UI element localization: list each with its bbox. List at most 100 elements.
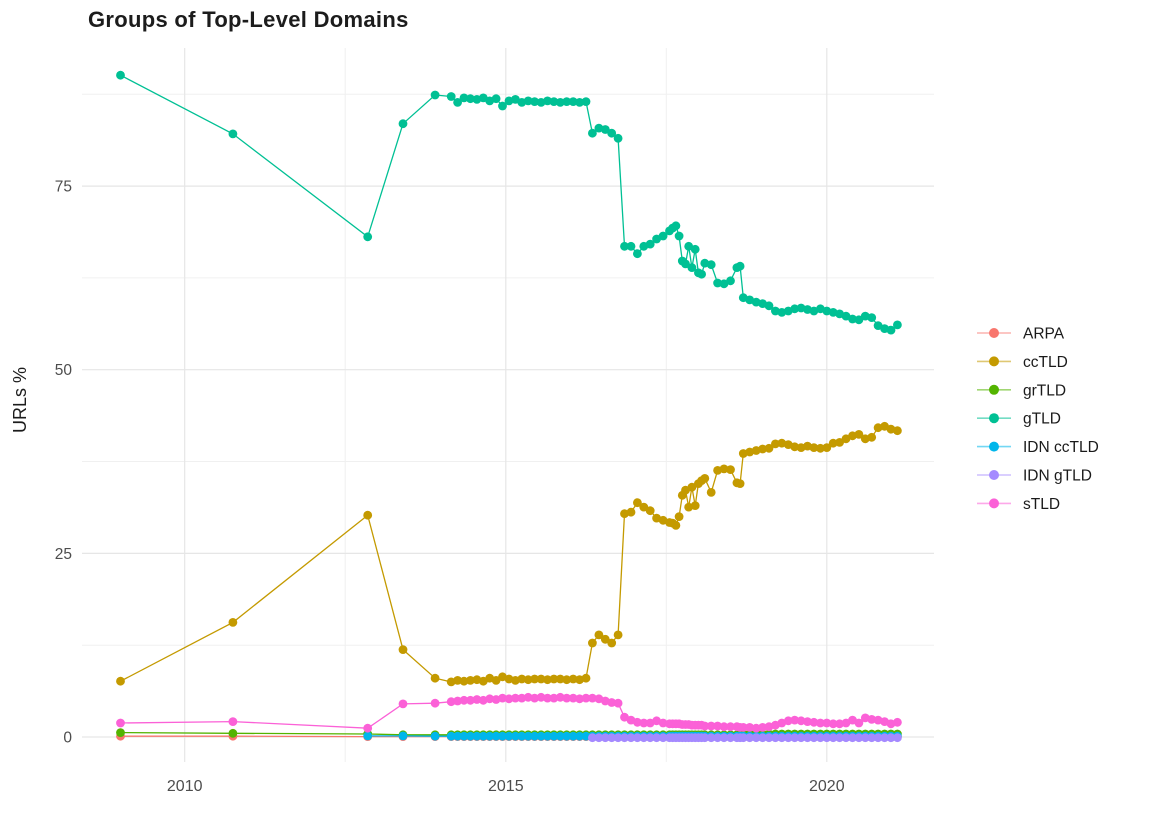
data-point-stld [430, 698, 440, 708]
data-point-idn-cctld [543, 731, 552, 741]
data-point-stld [700, 721, 710, 731]
data-point-cctld [517, 674, 527, 684]
data-point-stld [568, 693, 578, 703]
data-point-cctld [893, 426, 902, 436]
data-point-gtld [674, 231, 684, 241]
data-point-cctld [854, 430, 864, 439]
data-point-idn-cctld [504, 731, 514, 741]
data-point-stld [835, 719, 844, 729]
data-point-cctld [822, 443, 832, 452]
data-point-cctld [600, 634, 610, 644]
data-point-stld [822, 718, 832, 728]
data-point-stld [738, 723, 748, 732]
data-point-cctld [363, 510, 373, 520]
data-point-stld [867, 715, 877, 724]
data-point-idn-cctld [568, 731, 578, 741]
x-tick-label: 2010 [167, 778, 203, 795]
legend-key-point [989, 328, 999, 338]
data-point-idn-gtld [873, 733, 883, 743]
data-point-stld [555, 692, 565, 702]
data-point-stld [398, 699, 408, 709]
data-point-gtld [588, 128, 597, 138]
data-point-idn-cctld [530, 731, 539, 741]
data-point-cctld [674, 512, 684, 521]
data-point-cctld [735, 479, 745, 488]
y-axis-title: URLs % [10, 367, 30, 433]
legend-item-arpa: ARPA [977, 326, 1065, 343]
data-point-idn-gtld [751, 733, 761, 743]
data-point-stld [472, 695, 482, 704]
data-point-idn-cctld [446, 731, 456, 741]
data-point-idn-cctld [472, 731, 482, 741]
data-point-cctld [530, 674, 539, 684]
data-point-idn-gtld [809, 733, 819, 743]
data-point-stld [796, 716, 806, 726]
data-point-gtld [681, 259, 690, 269]
data-point-idn-cctld [466, 731, 475, 741]
data-point-cctld [594, 630, 604, 640]
data-point-stld [658, 718, 668, 728]
gridlines-minor [82, 48, 934, 762]
data-point-cctld [398, 645, 408, 654]
data-point-gtld [607, 128, 617, 138]
data-point-cctld [816, 443, 825, 453]
legend: ARPA ccTLD grTLD gTLD IDN ccTLD IDN gTLD sTLD [977, 326, 1099, 513]
data-point-stld [783, 716, 793, 726]
data-point-stld [536, 692, 546, 702]
series-points [116, 70, 902, 743]
data-point-idn-gtld [835, 733, 844, 743]
data-point-stld [511, 693, 520, 703]
data-point-grtld [116, 728, 125, 737]
data-point-idn-cctld [575, 731, 584, 741]
y-tick-label: 0 [63, 730, 72, 747]
data-point-idn-gtld [796, 733, 806, 743]
x-tick-label: 2020 [809, 778, 845, 795]
data-point-idn-cctld [536, 731, 546, 741]
data-point-idn-gtld [803, 733, 812, 743]
data-point-gtld [491, 94, 501, 104]
data-point-gtld [726, 276, 735, 286]
data-point-cctld [867, 432, 877, 442]
data-point-idn-gtld [745, 733, 755, 743]
data-point-stld [751, 723, 761, 733]
data-point-gtld [854, 315, 864, 325]
data-point-gtld [568, 97, 578, 106]
data-point-gtld [446, 92, 456, 101]
data-point-idn-gtld [620, 733, 629, 743]
data-point-idn-gtld [658, 733, 668, 743]
data-point-cctld [706, 488, 716, 497]
data-point-gtld [398, 119, 408, 129]
data-point-gtld [555, 98, 565, 107]
data-point-stld [523, 692, 533, 702]
data-point-idn-gtld [706, 733, 716, 743]
legend-key-point [989, 356, 999, 367]
data-point-stld [581, 693, 591, 703]
data-point-gtld [543, 96, 552, 106]
data-point-cctld [549, 674, 559, 684]
data-point-gtld [620, 241, 629, 251]
data-point-stld [790, 715, 800, 725]
data-point-idn-cctld [562, 731, 572, 741]
data-point-idn-gtld [613, 733, 623, 743]
data-point-idn-gtld [726, 733, 735, 743]
legend-label: ccTLD [1023, 354, 1068, 371]
data-point-idn-gtld [758, 733, 767, 743]
data-point-gtld [549, 97, 559, 106]
data-point-idn-gtld [764, 733, 774, 743]
data-point-cctld [764, 443, 774, 453]
data-point-gtld [867, 313, 877, 322]
data-point-gtld [690, 244, 700, 254]
data-point-gtld [687, 263, 697, 272]
data-point-stld [116, 718, 125, 728]
data-point-gtld [530, 97, 539, 106]
data-point-stld [726, 722, 735, 732]
data-point-gtld [459, 93, 469, 103]
legend-item-idn-gtld: IDN gTLD [977, 468, 1092, 485]
data-point-cctld [671, 521, 681, 530]
data-point-cctld [626, 507, 636, 517]
data-point-cctld [543, 675, 552, 685]
y-tick-label: 75 [55, 179, 72, 196]
